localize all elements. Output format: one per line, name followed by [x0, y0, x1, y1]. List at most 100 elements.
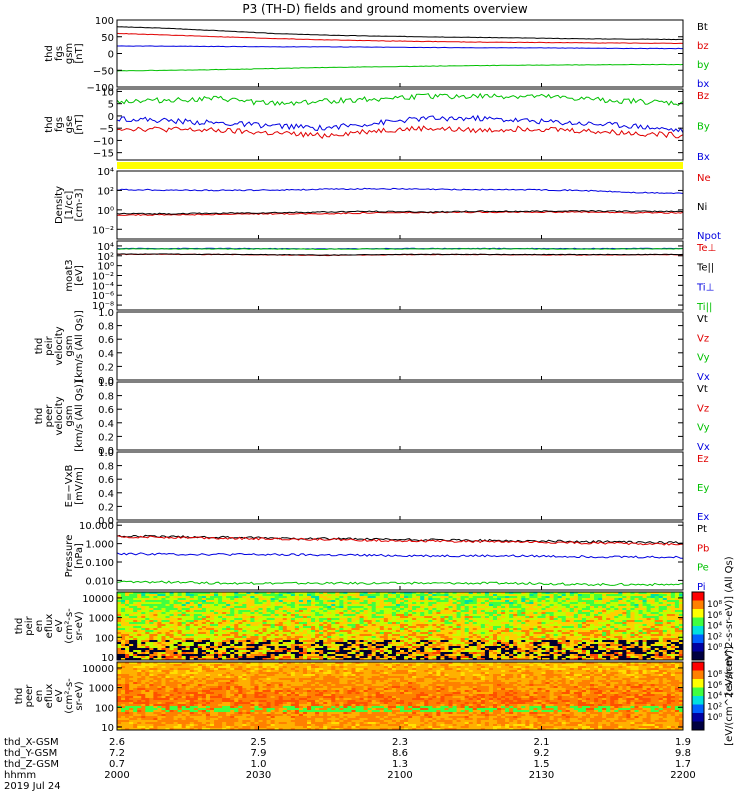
spectrogram-cell — [153, 648, 158, 651]
spectrogram-cell — [319, 650, 324, 653]
spectrogram-cell — [169, 614, 174, 617]
spectrogram-cell — [311, 622, 316, 625]
spectrogram-cell — [355, 632, 360, 635]
spectrogram-cell — [153, 614, 158, 617]
spectrogram-cell — [209, 622, 215, 625]
spectrogram-cell — [222, 622, 227, 625]
spectrogram-cell — [145, 612, 150, 615]
spectrogram-cell — [157, 640, 162, 643]
spectrogram-cell — [222, 646, 227, 649]
spectrogram-cell — [246, 652, 251, 655]
spectrogram-cell — [278, 612, 284, 615]
spectrogram-cell — [302, 600, 308, 603]
spectrogram-cell — [383, 636, 389, 639]
spectrogram-cell — [278, 622, 284, 625]
spectrogram-cell — [254, 638, 259, 641]
spectrogram-cell — [375, 612, 381, 615]
spectrogram-cell — [298, 630, 304, 633]
spectrogram-cell — [311, 620, 316, 623]
spectrogram-cell — [193, 602, 199, 605]
spectrogram-cell — [254, 640, 259, 643]
spectrogram-cell — [226, 598, 231, 601]
spectrogram-cell — [201, 596, 207, 599]
spectrogram-cell — [242, 618, 247, 621]
spectrogram-cell — [218, 622, 223, 625]
spectrogram-cell — [218, 644, 223, 647]
spectrogram-cell — [133, 596, 138, 599]
spectrogram-cell — [169, 650, 174, 653]
spectrogram-cell — [335, 608, 340, 611]
spectrogram-cell — [177, 646, 183, 649]
spectrogram-cell — [262, 650, 267, 653]
spectrogram-cell — [298, 592, 304, 595]
spectrogram-cell — [311, 608, 316, 611]
spectrogram-cell — [222, 624, 227, 627]
spectrogram-cell — [315, 636, 320, 639]
spectrogram-cell — [129, 654, 134, 657]
spectrogram-cell — [355, 616, 360, 619]
spectrogram-cell — [117, 644, 122, 647]
y-axis-label-line: velocity — [54, 326, 65, 365]
spectrogram-cell — [201, 616, 207, 619]
spectrogram-cell — [319, 604, 324, 607]
spectrogram-cell — [379, 656, 385, 659]
spectrogram-cell — [185, 658, 191, 661]
spectrogram-cell — [153, 646, 158, 649]
spectrogram-cell — [165, 652, 170, 655]
spectrogram-cell — [343, 620, 348, 623]
series-line-by — [116, 63, 684, 72]
spectrogram-cell — [117, 640, 122, 643]
spectrogram-cell — [343, 608, 348, 611]
spectrogram-cell — [294, 642, 300, 645]
spectrogram-cell — [347, 630, 352, 633]
spectrogram-cell — [222, 626, 227, 629]
spectrogram-cell — [133, 604, 138, 607]
spectrogram-cell — [359, 632, 365, 635]
spectrogram-cell — [266, 596, 272, 599]
spectrogram-cell — [197, 620, 203, 623]
spectrogram-cell — [315, 644, 320, 647]
spectrogram-cell — [286, 620, 292, 623]
spectrogram-cell — [258, 632, 263, 635]
legend-entry: bz — [697, 41, 709, 52]
spectrogram-cell — [246, 638, 251, 641]
spectrogram-cell — [347, 614, 352, 617]
spectrogram-cell — [367, 654, 373, 657]
spectrogram-cell — [181, 636, 187, 639]
spectrogram-cell — [234, 648, 239, 651]
spectrogram-cell — [351, 636, 356, 639]
spectrogram-cell — [242, 634, 247, 637]
spectrogram-cell — [355, 596, 360, 599]
spectrogram-cell — [351, 654, 356, 657]
spectrogram-cell — [327, 624, 332, 627]
spectrogram-cell — [363, 644, 369, 647]
spectrogram-cell — [185, 596, 191, 599]
spectrogram-cell — [165, 636, 170, 639]
spectrogram-cell — [238, 634, 243, 637]
spectrogram-cell — [258, 624, 263, 627]
spectrogram-cell — [282, 612, 288, 615]
spectrogram-cell — [262, 594, 267, 597]
spectrogram-cell — [335, 592, 340, 595]
spectrogram-cell — [177, 606, 183, 609]
y-tick-label: 0.0 — [98, 516, 114, 527]
spectrogram-cell — [141, 632, 146, 635]
spectrogram-cell — [363, 596, 369, 599]
spectrogram-cell — [129, 612, 134, 615]
spectrogram-cell — [238, 628, 243, 631]
spectrogram-cell — [339, 648, 344, 651]
spectrogram-cell — [375, 598, 381, 601]
spectrogram-cell — [121, 646, 126, 649]
spectrogram-cell — [173, 654, 179, 657]
spectrogram-cell — [363, 630, 369, 633]
spectrogram-cell — [197, 598, 203, 601]
spectrogram-cell — [327, 608, 332, 611]
spectrogram-cell — [185, 624, 191, 627]
spectrogram-cell — [214, 638, 219, 641]
spectrogram-cell — [153, 620, 158, 623]
spectrogram-cell — [270, 632, 276, 635]
spectrogram-cell — [282, 640, 288, 643]
spectrogram-cell — [250, 638, 255, 641]
spectrogram-cell — [298, 620, 304, 623]
spectrogram-cell — [169, 628, 174, 631]
